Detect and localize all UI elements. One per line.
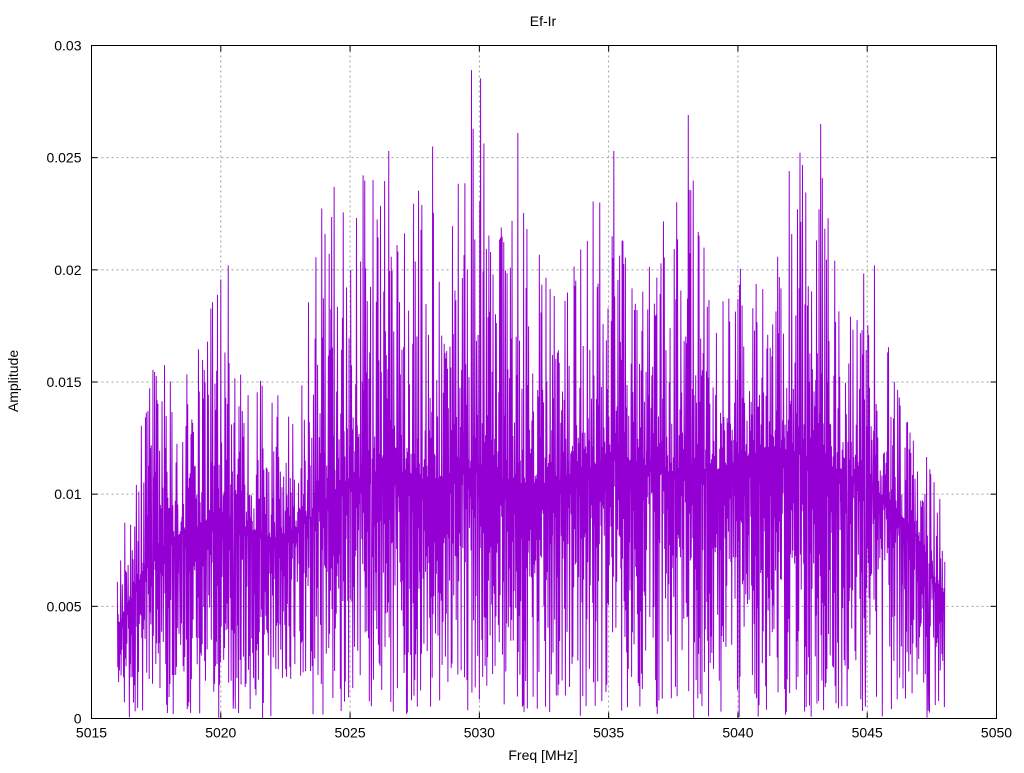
peak-point — [789, 171, 790, 172]
peak-point — [471, 70, 472, 71]
y-tick-label: 0.01 — [54, 486, 81, 502]
x-axis-label: Freq [MHz] — [508, 747, 577, 763]
tick-labels-layer: 5015 5020 5025 5030 5035 5040 5045 5050 0 0.005 0.… — [46, 38, 1012, 741]
x-tick-label: 5040 — [722, 725, 753, 741]
peak-point — [518, 132, 519, 133]
peak-point — [688, 115, 689, 116]
peak-point — [820, 124, 821, 125]
peak-point — [228, 265, 229, 266]
peak-point — [334, 186, 335, 187]
peak-point — [373, 180, 374, 181]
x-tick-label: 5020 — [205, 725, 236, 741]
peak-point — [432, 146, 433, 147]
y-tick-label: 0.03 — [54, 38, 81, 54]
x-tick-label: 5045 — [852, 725, 883, 741]
x-tick-label: 5025 — [334, 725, 365, 741]
y-tick-label: 0.025 — [46, 150, 81, 166]
y-axis-label: Amplitude — [5, 350, 21, 412]
y-tick-label: 0.005 — [46, 598, 81, 614]
x-tick-label: 5035 — [593, 725, 624, 741]
x-tick-label: 5050 — [981, 725, 1012, 741]
chart-title: Ef-Ir — [530, 13, 557, 29]
peak-point — [874, 265, 875, 266]
y-tick-label: 0.02 — [54, 262, 81, 278]
peak-point — [613, 150, 614, 151]
ticks-layer — [91, 45, 997, 719]
y-tick-label: 0.015 — [46, 374, 81, 390]
y-tick-label: 0 — [74, 711, 82, 727]
x-tick-label: 5030 — [464, 725, 495, 741]
peak-point — [388, 150, 389, 151]
series-line — [116, 70, 946, 719]
x-tick-label: 5015 — [76, 725, 107, 741]
series-layer — [116, 70, 946, 719]
